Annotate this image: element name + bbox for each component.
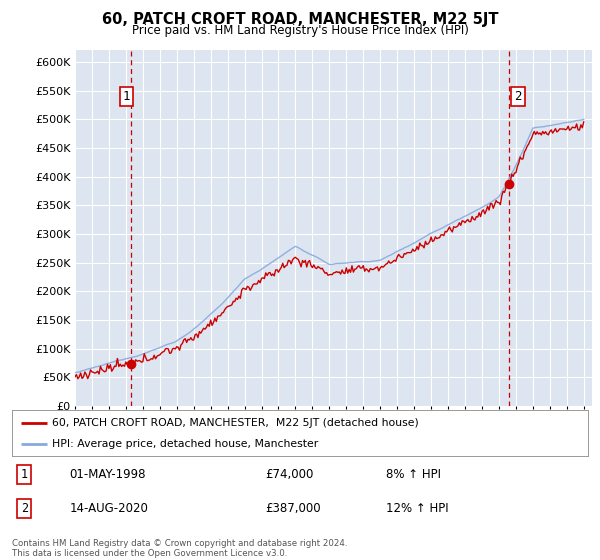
- Text: 60, PATCH CROFT ROAD, MANCHESTER,  M22 5JT (detached house): 60, PATCH CROFT ROAD, MANCHESTER, M22 5J…: [52, 418, 419, 428]
- Text: 14-AUG-2020: 14-AUG-2020: [70, 502, 148, 515]
- Text: Contains HM Land Registry data © Crown copyright and database right 2024.
This d: Contains HM Land Registry data © Crown c…: [12, 539, 347, 558]
- Text: 12% ↑ HPI: 12% ↑ HPI: [386, 502, 449, 515]
- Text: 60, PATCH CROFT ROAD, MANCHESTER, M22 5JT: 60, PATCH CROFT ROAD, MANCHESTER, M22 5J…: [102, 12, 498, 27]
- Text: 2: 2: [20, 502, 28, 515]
- Text: £387,000: £387,000: [265, 502, 321, 515]
- Text: £74,000: £74,000: [265, 468, 314, 481]
- Text: HPI: Average price, detached house, Manchester: HPI: Average price, detached house, Manc…: [52, 439, 319, 449]
- Text: Price paid vs. HM Land Registry's House Price Index (HPI): Price paid vs. HM Land Registry's House …: [131, 24, 469, 37]
- Text: 1: 1: [122, 90, 130, 103]
- Text: 8% ↑ HPI: 8% ↑ HPI: [386, 468, 442, 481]
- Text: 01-MAY-1998: 01-MAY-1998: [70, 468, 146, 481]
- Text: 1: 1: [20, 468, 28, 481]
- Text: 2: 2: [514, 90, 521, 103]
